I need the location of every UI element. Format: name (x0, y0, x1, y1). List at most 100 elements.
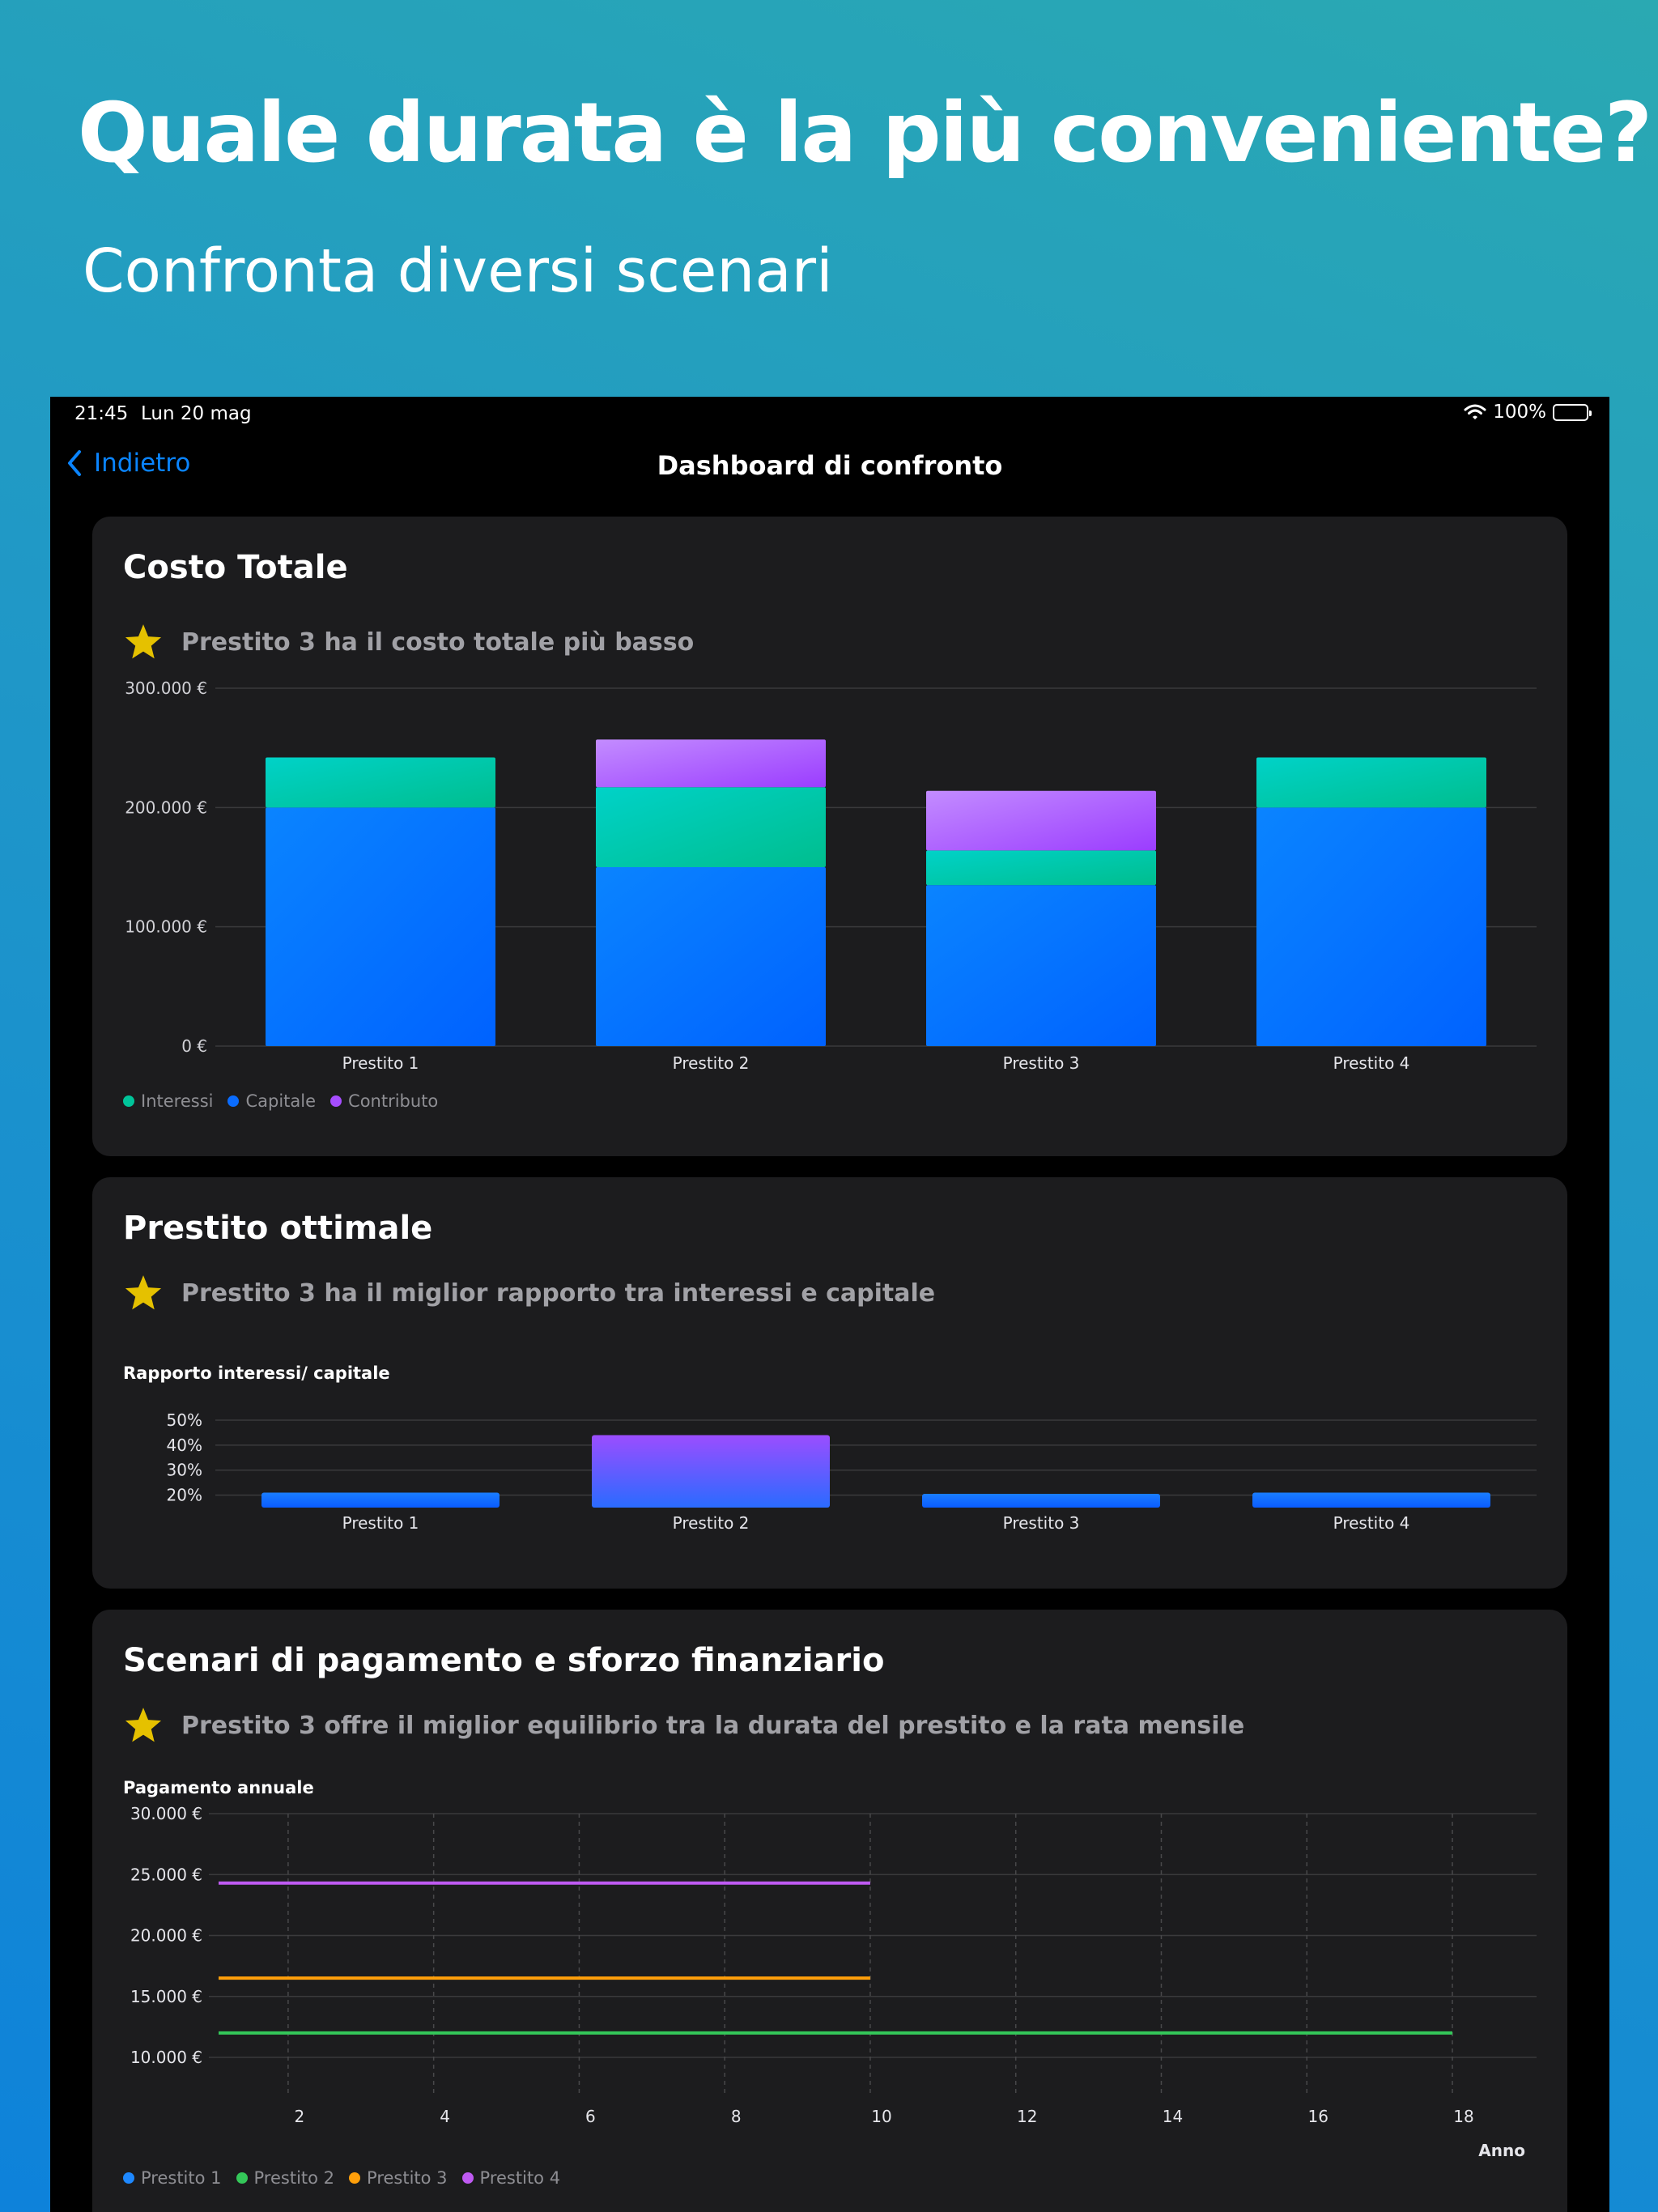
legend-label: Prestito 2 (253, 2168, 335, 2188)
x-tick-label: 4 (440, 2107, 450, 2126)
wifi-icon (1464, 404, 1486, 419)
legend-label: Prestito 3 (367, 2168, 448, 2188)
y-tick-label: 20% (167, 1486, 202, 1505)
x-tick-label: Prestito 1 (342, 1513, 419, 1533)
legend-item: Prestito 1 (123, 2168, 222, 2188)
bar-segment-interessi (1256, 757, 1486, 808)
bar-segment-capitale (596, 867, 826, 1046)
bar-segment-contributo (596, 739, 826, 788)
x-tick-label: Prestito 4 (1333, 1513, 1410, 1533)
back-button[interactable]: Indietro (66, 449, 190, 478)
chart-label: Pagamento annuale (123, 1778, 314, 1797)
star-icon (125, 1275, 162, 1310)
promo-subtitle: Confronta diversi scenari (83, 236, 833, 306)
annual-payment-chart: 10.000 € 15.000 € 20.000 € 25.000 € 30.000 €… (130, 1804, 1537, 2160)
chart-label: Rapporto interessi/ capitale (123, 1363, 390, 1383)
star-icon (125, 624, 162, 659)
bar-segment-capitale (1256, 807, 1486, 1046)
total-cost-legend: Interessi Capitale Contributo (123, 1091, 438, 1111)
device-screen: 21:45 Lun 20 mag 100% Indietro Dashboard… (50, 397, 1609, 2212)
status-bar: 21:45 Lun 20 mag 100% (50, 397, 1609, 432)
y-tick-label: 25.000 € (130, 1865, 202, 1884)
y-tick-label: 100.000 € (125, 917, 207, 937)
insight-text: Prestito 3 ha il miglior rapporto tra in… (181, 1278, 936, 1308)
legend-dot (227, 1095, 240, 1107)
bar-segment-contributo (926, 790, 1156, 851)
legend-item: Contributo (330, 1091, 438, 1111)
insight-row: Prestito 3 ha il costo totale più basso (123, 622, 694, 662)
x-tick-label: 8 (731, 2107, 742, 2126)
y-tick-label: 300.000 € (125, 678, 207, 698)
x-tick-label: Prestito 2 (673, 1513, 750, 1533)
star-icon (125, 1708, 162, 1742)
ratio-bar (592, 1435, 830, 1508)
y-tick-label: 15.000 € (130, 1987, 202, 2006)
navigation-bar: Indietro Dashboard di confronto (50, 432, 1609, 497)
scenarios-card: Scenari di pagamento e sforzo finanziari… (92, 1610, 1567, 2212)
promo-title: Quale durata è la più conveniente? (78, 85, 1652, 181)
ratio-bar (922, 1494, 1160, 1508)
x-axis-unit: Anno (1478, 2141, 1525, 2160)
x-tick-label: Prestito 2 (673, 1053, 750, 1073)
x-tick-label: 14 (1163, 2107, 1183, 2126)
legend-item: Prestito 2 (236, 2168, 335, 2188)
x-tick-label: Prestito 1 (342, 1053, 419, 1073)
x-tick-label: 16 (1308, 2107, 1329, 2126)
y-tick-label: 200.000 € (125, 798, 207, 817)
x-tick-label: 12 (1017, 2107, 1037, 2126)
card-title: Prestito ottimale (123, 1210, 433, 1247)
x-tick-label: Prestito 4 (1333, 1053, 1410, 1073)
legend-label: Prestito 1 (141, 2168, 222, 2188)
card-title: Scenari di pagamento e sforzo finanziari… (123, 1642, 885, 1679)
legend-label: Capitale (245, 1091, 317, 1111)
battery-percent: 100% (1493, 402, 1546, 423)
ratio-bar (1252, 1492, 1490, 1508)
ratio-bar (261, 1492, 500, 1508)
insight-row: Prestito 3 offre il miglior equilibrio t… (123, 1705, 1244, 1746)
legend-item: Capitale (227, 1091, 316, 1111)
x-tick-label: 10 (871, 2107, 891, 2126)
optimal-loan-card: Prestito ottimale Prestito 3 ha il migli… (92, 1177, 1567, 1589)
total-cost-card: Costo Totale Prestito 3 ha il costo tota… (92, 517, 1567, 1156)
y-tick-label: 20.000 € (130, 1926, 202, 1946)
legend-label: Contributo (348, 1091, 439, 1111)
insight-text: Prestito 3 offre il miglior equilibrio t… (181, 1711, 1245, 1740)
insight-text: Prestito 3 ha il costo totale più basso (181, 627, 695, 657)
legend-dot (123, 2172, 134, 2184)
bar-segment-capitale (926, 885, 1156, 1046)
legend-label: Prestito 4 (479, 2168, 561, 2188)
x-tick-label: 18 (1453, 2107, 1473, 2126)
legend-label: Interessi (141, 1091, 214, 1111)
insight-row: Prestito 3 ha il miglior rapporto tra in… (123, 1273, 935, 1313)
status-time: 21:45 (74, 403, 129, 424)
bar-segment-interessi (926, 850, 1156, 886)
bar-segment-capitale (266, 807, 495, 1046)
x-tick-label: Prestito 3 (1003, 1513, 1080, 1533)
legend-item: Prestito 3 (349, 2168, 448, 2188)
bar-segment-interessi (596, 787, 826, 867)
x-tick-label: 2 (295, 2107, 305, 2126)
y-tick-label: 30% (167, 1461, 202, 1480)
y-tick-label: 10.000 € (130, 2048, 202, 2067)
y-tick-label: 40% (167, 1436, 202, 1455)
status-date: Lun 20 mag (141, 403, 252, 424)
chevron-left-icon (68, 450, 81, 476)
legend-item: Prestito 4 (461, 2168, 561, 2188)
legend-dot (349, 2172, 361, 2184)
y-tick-label: 0 € (181, 1036, 207, 1056)
x-tick-label: Prestito 3 (1003, 1053, 1080, 1073)
card-title: Costo Totale (123, 549, 348, 586)
y-tick-label: 50% (167, 1410, 202, 1430)
legend-dot (461, 2172, 474, 2184)
legend-dot (123, 1095, 134, 1107)
battery-icon (1553, 403, 1592, 421)
back-label: Indietro (94, 449, 191, 478)
legend-dot (330, 1095, 342, 1107)
ratio-chart: 20% 30% 40% 50% Prestito 1 Prestito 2 Prestito… (167, 1410, 1537, 1533)
total-cost-chart: 0 € 100.000 € 200.000 € 300.000 € Prestito 1… (125, 678, 1537, 1073)
y-tick-label: 30.000 € (130, 1804, 202, 1823)
annual-payment-legend: Prestito 1 Prestito 2 Prestito 3 Prestito 4 (123, 2168, 560, 2188)
nav-title: Dashboard di confronto (657, 450, 1003, 481)
legend-item: Interessi (123, 1091, 213, 1111)
x-tick-label: 6 (585, 2107, 596, 2126)
